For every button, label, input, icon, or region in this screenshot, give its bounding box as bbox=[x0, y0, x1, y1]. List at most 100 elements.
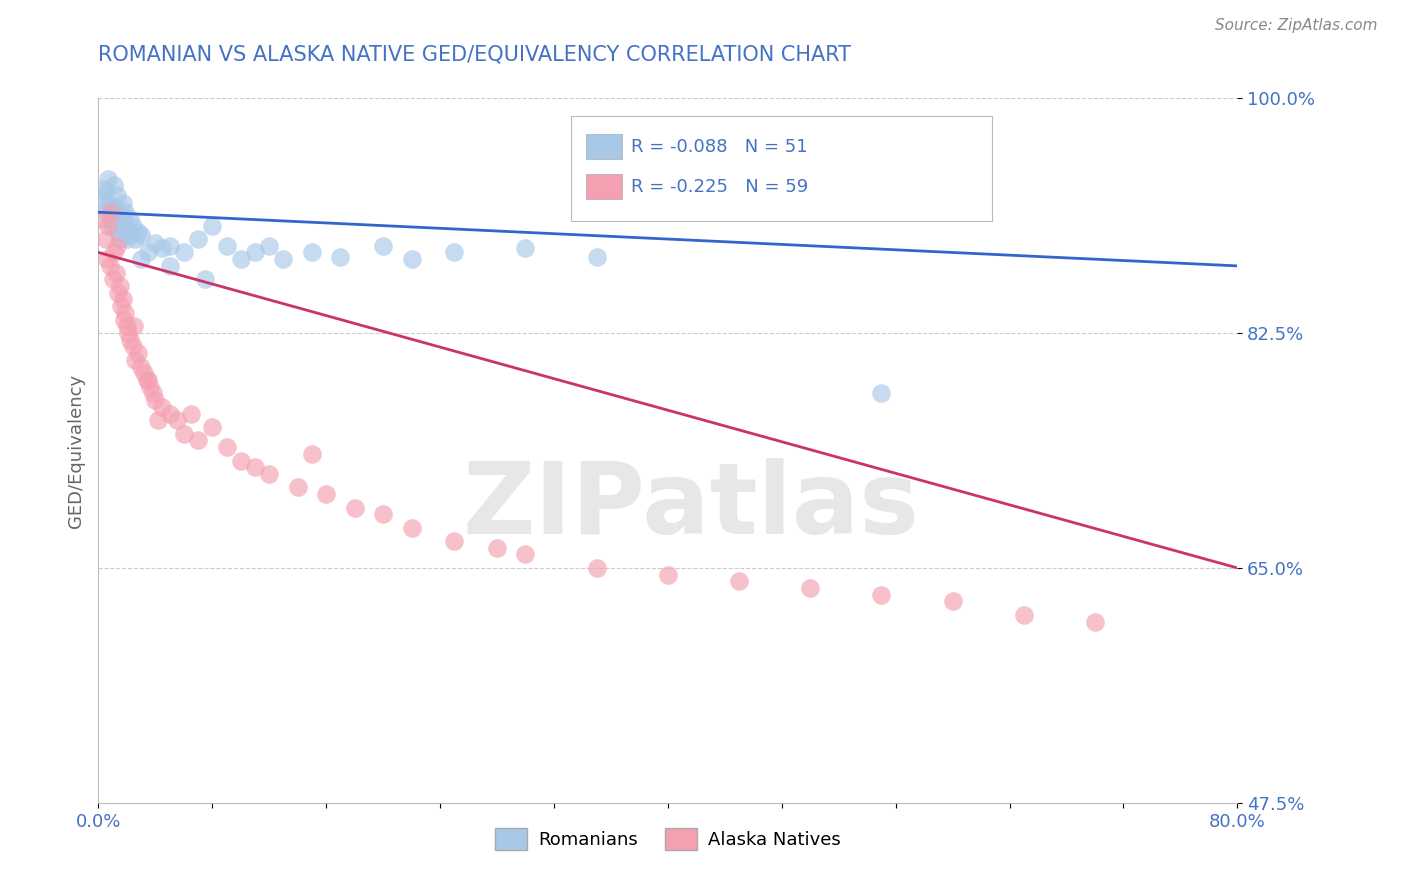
Point bbox=[1084, 615, 1107, 629]
FancyBboxPatch shape bbox=[571, 116, 993, 221]
Point bbox=[107, 285, 129, 300]
Point bbox=[97, 219, 120, 233]
Text: ZIPatlas: ZIPatlas bbox=[463, 458, 920, 556]
Point bbox=[104, 201, 127, 215]
Text: R = -0.088   N = 51: R = -0.088 N = 51 bbox=[631, 137, 808, 156]
Point bbox=[515, 548, 537, 562]
Point bbox=[121, 339, 143, 353]
Point bbox=[135, 373, 157, 387]
Point bbox=[243, 245, 266, 260]
Point bbox=[173, 426, 195, 441]
Point bbox=[93, 182, 115, 196]
Point bbox=[343, 500, 366, 515]
Point bbox=[1012, 607, 1035, 622]
Point bbox=[117, 227, 139, 242]
Point bbox=[728, 574, 751, 589]
Point bbox=[122, 319, 145, 334]
Point bbox=[129, 227, 152, 242]
Point bbox=[129, 359, 152, 374]
Point bbox=[329, 250, 352, 264]
Point bbox=[101, 272, 124, 286]
Y-axis label: GED/Equivalency: GED/Equivalency bbox=[66, 374, 84, 527]
Point bbox=[98, 259, 121, 273]
Point bbox=[124, 352, 146, 367]
Point bbox=[301, 447, 323, 461]
Point bbox=[215, 239, 238, 253]
Point bbox=[187, 434, 209, 448]
Point bbox=[799, 581, 821, 595]
Point bbox=[152, 400, 174, 414]
Point bbox=[115, 319, 138, 334]
Point bbox=[104, 266, 127, 280]
Point bbox=[159, 259, 181, 273]
Point bbox=[111, 195, 134, 210]
Point bbox=[870, 588, 893, 602]
Bar bbox=[586, 134, 623, 159]
Point bbox=[243, 460, 266, 475]
Point bbox=[273, 252, 295, 267]
Point bbox=[96, 252, 118, 267]
Point bbox=[315, 487, 337, 501]
Point bbox=[121, 219, 143, 233]
Point bbox=[94, 232, 117, 246]
Point bbox=[173, 245, 195, 260]
Point bbox=[194, 272, 217, 286]
Point bbox=[141, 386, 163, 401]
Point bbox=[148, 413, 170, 427]
Point bbox=[108, 232, 131, 246]
Point bbox=[107, 225, 129, 239]
Point bbox=[287, 480, 309, 494]
Point bbox=[108, 279, 131, 293]
Point bbox=[371, 507, 394, 521]
Point bbox=[371, 239, 394, 253]
Point bbox=[443, 245, 465, 260]
Point bbox=[127, 346, 149, 360]
Point bbox=[111, 293, 134, 307]
Point bbox=[118, 333, 141, 347]
Point bbox=[215, 440, 238, 454]
Point bbox=[129, 252, 152, 267]
Point bbox=[870, 386, 893, 401]
Point bbox=[486, 541, 509, 555]
Point bbox=[91, 211, 114, 226]
Point bbox=[401, 521, 423, 535]
Point bbox=[115, 222, 138, 236]
Point bbox=[100, 205, 122, 219]
Text: Source: ZipAtlas.com: Source: ZipAtlas.com bbox=[1215, 18, 1378, 33]
Point bbox=[201, 420, 224, 434]
Point bbox=[114, 306, 136, 320]
Point bbox=[229, 453, 252, 467]
Point bbox=[585, 561, 607, 575]
Point bbox=[103, 178, 125, 193]
Point bbox=[118, 211, 141, 226]
Point bbox=[259, 239, 281, 253]
Point bbox=[585, 250, 607, 264]
Point bbox=[187, 232, 209, 246]
Point bbox=[166, 413, 188, 427]
Bar bbox=[586, 174, 623, 199]
Point bbox=[132, 366, 155, 380]
Point bbox=[94, 185, 117, 199]
Point bbox=[98, 211, 121, 226]
Point bbox=[152, 242, 174, 256]
Point bbox=[159, 239, 181, 253]
Point bbox=[259, 467, 281, 481]
Point bbox=[145, 236, 167, 251]
Point bbox=[105, 187, 128, 202]
Point bbox=[101, 219, 124, 233]
Point bbox=[127, 225, 149, 239]
Point bbox=[942, 594, 965, 608]
Point bbox=[515, 242, 537, 256]
Point bbox=[138, 380, 160, 394]
Point bbox=[301, 245, 323, 260]
Point bbox=[103, 245, 125, 260]
Point bbox=[97, 171, 120, 186]
Point bbox=[229, 252, 252, 267]
Point bbox=[180, 407, 202, 421]
Point bbox=[112, 312, 135, 326]
Point bbox=[114, 205, 136, 219]
Text: ROMANIAN VS ALASKA NATIVE GED/EQUIVALENCY CORRELATION CHART: ROMANIAN VS ALASKA NATIVE GED/EQUIVALENC… bbox=[98, 45, 852, 64]
Point bbox=[100, 198, 122, 212]
Point bbox=[443, 534, 465, 549]
Text: R = -0.225   N = 59: R = -0.225 N = 59 bbox=[631, 178, 808, 196]
